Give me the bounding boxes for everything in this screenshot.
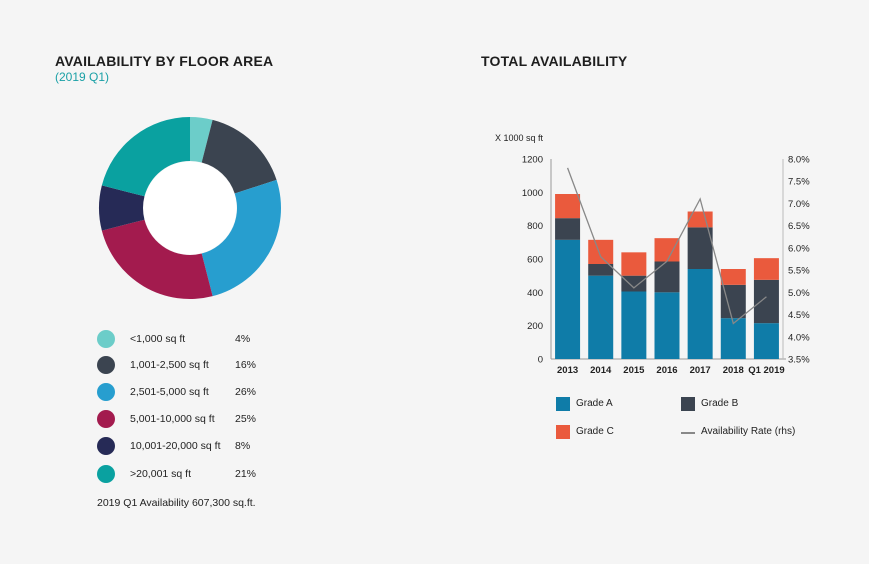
bar-grade-c-2013 [555,194,581,219]
legend-percent: 25% [235,413,257,425]
legend-label: 1,001-2,500 sq ft [130,359,209,371]
legend-percent: 16% [235,359,257,371]
bar-grade-b-2013 [555,218,581,240]
legend-label: 2,501-5,000 sq ft [130,386,209,398]
x-tick-label: 2017 [690,365,711,376]
y-tick-label: 600 [527,255,543,266]
bar-chart-title: TOTAL AVAILABILITY [481,53,628,69]
bar-grade-c-2015 [621,252,647,276]
legend-swatch [97,437,115,455]
legend-label: Availability Rate (rhs) [701,426,796,437]
bar-chart-y-axis-label: X 1000 sq ft [495,133,544,143]
legend-swatch [556,425,570,439]
bar-grade-b-Q1-2019 [753,279,779,324]
legend-line-marker [681,432,695,434]
y2-tick-label: 5.0% [788,288,810,299]
x-tick-label: 2013 [557,365,578,376]
bar-grade-a-2015 [621,291,647,359]
bar-grade-a-Q1-2019 [753,323,779,359]
donut-slice-4 [99,185,145,231]
legend-swatch [681,397,695,411]
y2-tick-label: 6.0% [788,243,810,254]
y2-tick-label: 4.0% [788,332,810,343]
donut-slice-1 [201,119,277,194]
y-tick-label: 1000 [522,188,543,199]
bar-grade-a-2013 [555,239,581,359]
legend-label: Grade C [576,426,614,437]
bar-grade-b-2015 [621,275,647,292]
bar-grade-b-2017 [687,227,713,269]
y-tick-label: 400 [527,288,543,299]
legend-label: 10,001-20,000 sq ft [130,440,221,452]
bar-grade-a-2016 [654,292,680,359]
donut-chart-subtitle: (2019 Q1) [55,70,110,84]
donut-hole [143,161,237,255]
legend-swatch [97,465,115,483]
y-tick-label: 1200 [522,155,543,166]
x-tick-label: 2016 [656,365,677,376]
legend-percent: 8% [235,440,251,452]
legend-swatch [556,397,570,411]
bar-grade-c-2016 [654,238,680,262]
bar-grade-c-Q1-2019 [753,258,779,280]
legend-label: Grade B [701,398,739,409]
bar-grade-c-2014 [588,239,614,264]
legend-swatch [97,330,115,348]
bar-grade-a-2018 [720,318,746,359]
bar-grade-b-2014 [588,264,614,276]
bar-grade-a-2017 [687,269,713,359]
legend-label: 5,001-10,000 sq ft [130,413,215,425]
x-tick-label: 2015 [623,365,645,376]
legend-percent: 26% [235,386,257,398]
x-tick-label: 2014 [590,365,612,376]
legend-label: <1,000 sq ft [130,333,186,345]
availability-footnote: 2019 Q1 Availability 607,300 sq.ft. [97,497,256,509]
bar-grade-a-2014 [588,275,614,359]
bar-grade-b-2016 [654,261,680,293]
y2-tick-label: 3.5% [788,355,810,366]
donut-slice-0 [190,117,213,163]
legend-swatch [97,410,115,428]
legend-swatch [97,383,115,401]
bar-grade-c-2017 [687,211,713,228]
y-tick-label: 200 [527,321,543,332]
donut-slice-3 [101,219,213,300]
y-tick-label: 800 [527,221,543,232]
y-tick-label: 0 [538,355,543,366]
y2-tick-label: 7.0% [788,199,810,210]
donut-slice-5 [101,117,190,197]
legend-swatch [97,356,115,374]
bar-grade-c-2018 [720,269,746,285]
availability-rate-line [566,167,767,325]
legend-label: Grade A [576,398,613,409]
donut-slice-2 [201,179,281,297]
x-tick-label: Q1 2019 [748,365,784,376]
legend-percent: 4% [235,333,251,345]
y2-tick-label: 6.5% [788,221,810,232]
x-tick-label: 2018 [723,365,744,376]
y2-tick-label: 5.5% [788,266,810,277]
legend-label: >20,001 sq ft [130,468,192,480]
y2-tick-label: 4.5% [788,310,810,321]
y2-tick-label: 8.0% [788,155,810,166]
legend-percent: 21% [235,468,257,480]
y2-tick-label: 7.5% [788,177,810,188]
donut-chart-title: AVAILABILITY BY FLOOR AREA [55,53,274,69]
